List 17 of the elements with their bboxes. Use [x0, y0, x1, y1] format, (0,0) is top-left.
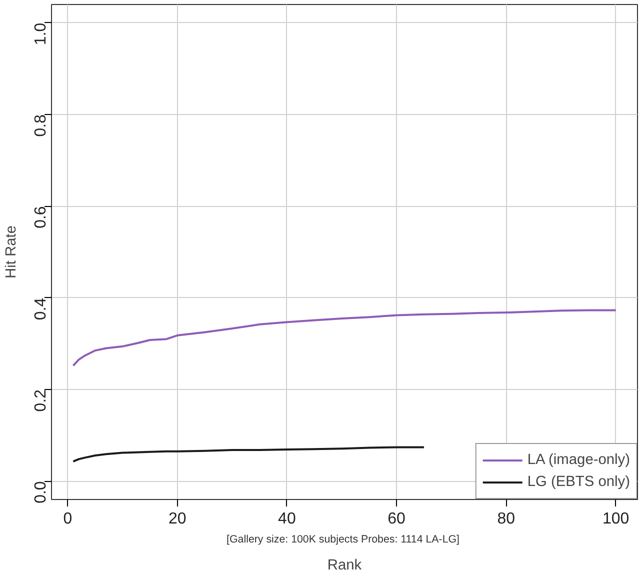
x-tick-label: 40 — [278, 510, 296, 528]
y-tick-label: 0.2 — [32, 389, 50, 412]
y-axis-title: Hit Rate — [4, 226, 20, 278]
x-tick-label: 20 — [168, 510, 186, 528]
x-axis-title: Rank — [327, 558, 362, 574]
y-tick-label: 0.0 — [32, 481, 50, 504]
x-tick-label: 0 — [63, 510, 72, 528]
text: [Gallery size: 100K subjects Probes: 1114 LA-LG] — [226, 534, 460, 546]
legend-label: LA (image-only) — [527, 452, 630, 468]
y-tick-label: 0.8 — [32, 114, 50, 137]
y-tick-label: 0.4 — [32, 298, 50, 320]
legend-label: LG (EBTS only) — [527, 474, 630, 490]
y-tick-label: 1.0 — [32, 22, 50, 46]
y-tick-label: 0.6 — [32, 206, 50, 228]
x-tick-label: 60 — [388, 510, 406, 528]
x-tick-label: 100 — [602, 510, 630, 528]
x-tick-label: 80 — [497, 510, 516, 528]
